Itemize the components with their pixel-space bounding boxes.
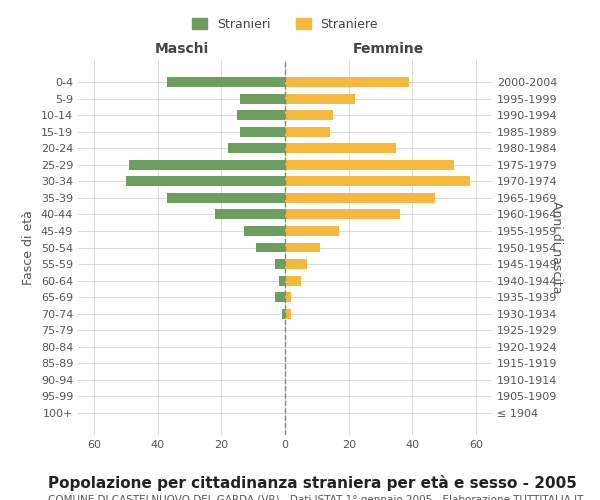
Bar	[285, 242, 320, 252]
Bar	[285, 143, 397, 153]
Bar	[282, 308, 285, 318]
Bar	[285, 292, 292, 302]
Bar	[285, 176, 470, 186]
Bar	[285, 126, 329, 136]
Bar	[285, 226, 339, 236]
Bar	[126, 176, 285, 186]
Bar	[167, 77, 285, 87]
Legend: Stranieri, Straniere: Stranieri, Straniere	[192, 18, 378, 30]
Bar	[285, 77, 409, 87]
Bar	[256, 242, 285, 252]
Bar	[237, 110, 285, 120]
Bar	[285, 276, 301, 285]
Bar	[285, 259, 307, 269]
Text: Femmine: Femmine	[353, 42, 424, 56]
Text: Maschi: Maschi	[154, 42, 209, 56]
Y-axis label: Fasce di età: Fasce di età	[22, 210, 35, 285]
Bar	[129, 160, 285, 170]
Bar	[275, 259, 285, 269]
Y-axis label: Anni di nascita: Anni di nascita	[550, 201, 563, 294]
Bar	[275, 292, 285, 302]
Bar	[285, 210, 400, 220]
Bar	[244, 226, 285, 236]
Bar	[241, 94, 285, 104]
Text: Popolazione per cittadinanza straniera per età e sesso - 2005: Popolazione per cittadinanza straniera p…	[48, 475, 577, 491]
Bar	[285, 160, 454, 170]
Text: COMUNE DI CASTELNUOVO DEL GARDA (VR) - Dati ISTAT 1° gennaio 2005 - Elaborazione: COMUNE DI CASTELNUOVO DEL GARDA (VR) - D…	[48, 495, 583, 500]
Bar	[278, 276, 285, 285]
Bar	[241, 126, 285, 136]
Bar	[285, 193, 434, 203]
Bar	[227, 143, 285, 153]
Bar	[285, 110, 333, 120]
Bar	[215, 210, 285, 220]
Bar	[285, 94, 355, 104]
Bar	[167, 193, 285, 203]
Bar	[285, 308, 292, 318]
